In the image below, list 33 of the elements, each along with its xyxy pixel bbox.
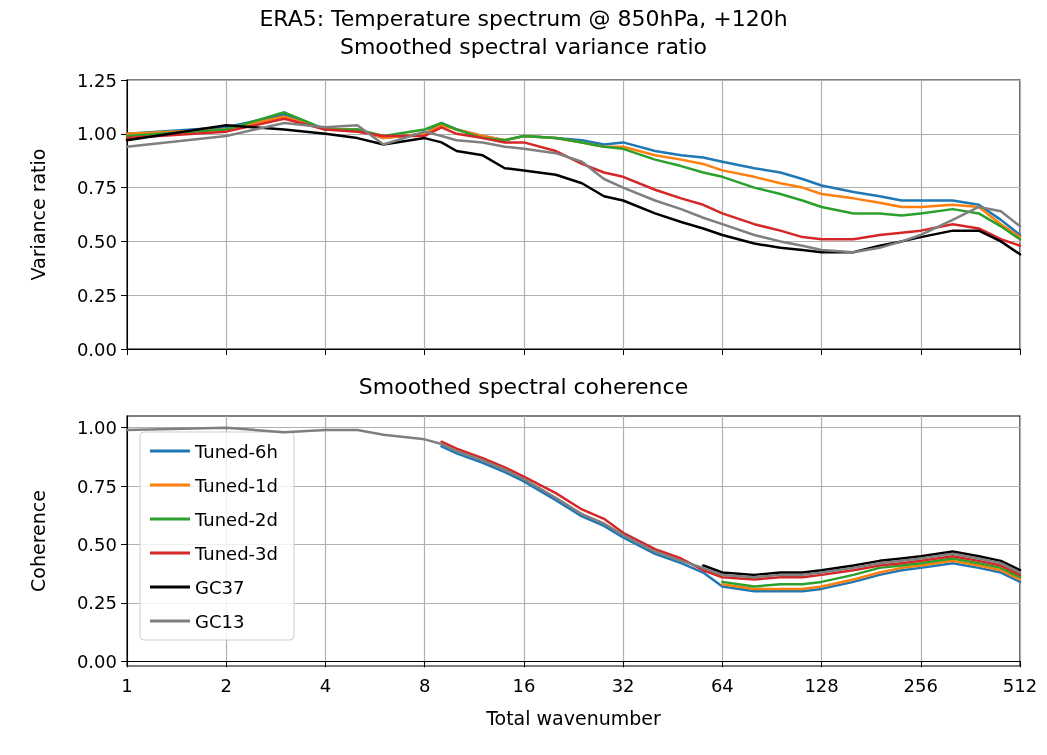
y-tick-label: 1.00	[76, 123, 117, 145]
x-tick-label: 128	[804, 674, 839, 696]
y-tick-label: 0.50	[76, 534, 117, 555]
x-tick-label: 512	[1002, 674, 1038, 696]
x-tick-label: 4	[319, 674, 332, 696]
x-tick-label: 2	[220, 674, 232, 696]
y-tick-label: 0.75	[76, 475, 117, 497]
chart-subtitle: Smoothed spectral variance ratio	[339, 33, 708, 59]
y-tick-label: 0.00	[76, 650, 117, 672]
x-tick-label: 8	[418, 674, 431, 696]
legend-label: Tuned-2d	[194, 508, 278, 530]
y-tick-label: 0.75	[76, 177, 117, 199]
x-tick-label: 64	[710, 674, 734, 696]
legend-label: Tuned-6h	[194, 440, 278, 462]
chart-title: Smoothed spectral coherence	[358, 373, 689, 399]
y-tick-label: 1.25	[76, 69, 117, 91]
y-tick-label: 0.00	[76, 338, 117, 360]
legend-label: GC13	[195, 610, 245, 632]
y-tick-label: 0.50	[76, 230, 117, 252]
y-tick-label: 0.25	[76, 592, 117, 614]
legend-label: Tuned-3d	[194, 542, 278, 564]
legend-label: GC37	[195, 576, 245, 598]
x-axis-title: Total wavenumber	[485, 706, 662, 729]
x-tick-label: 32	[611, 674, 635, 696]
x-tick-label: 16	[512, 674, 536, 696]
y-axis-title: Coherence	[26, 490, 49, 592]
y-tick-label: 1.00	[76, 417, 117, 439]
y-tick-label: 0.25	[76, 284, 117, 306]
y-axis-title: Variance ratio	[26, 148, 49, 281]
chart-title: ERA5: Temperature spectrum @ 850hPa, +120h	[259, 5, 788, 31]
legend-label: Tuned-1d	[194, 474, 278, 496]
x-tick-label: 1	[121, 674, 133, 696]
x-tick-label: 256	[903, 674, 938, 696]
